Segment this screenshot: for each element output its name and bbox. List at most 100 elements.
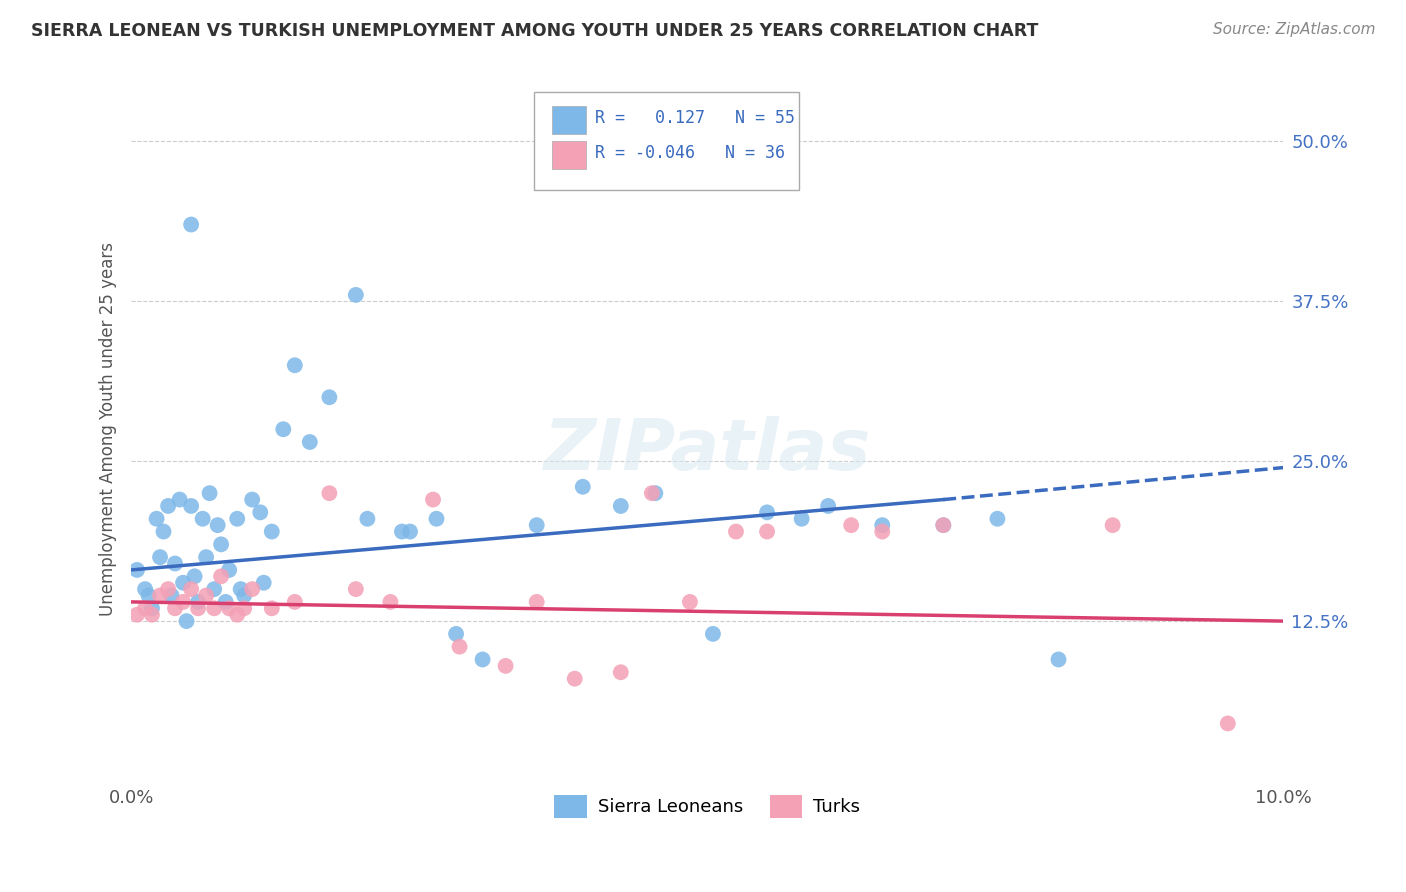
Point — [271, 422, 294, 436]
Point — [610, 665, 633, 680]
Point — [298, 435, 321, 450]
Point — [218, 601, 240, 615]
Point — [141, 601, 163, 615]
Point — [152, 524, 174, 539]
Point — [391, 524, 413, 539]
Point — [380, 595, 402, 609]
Text: ZIPatlas: ZIPatlas — [544, 416, 870, 485]
Point — [160, 589, 183, 603]
Text: Source: ZipAtlas.com: Source: ZipAtlas.com — [1212, 22, 1375, 37]
Point — [202, 601, 225, 615]
Point — [198, 486, 221, 500]
Point — [183, 569, 205, 583]
Point — [134, 582, 156, 596]
Point — [226, 607, 249, 622]
Point — [724, 524, 747, 539]
Point — [207, 518, 229, 533]
Point — [202, 582, 225, 596]
Point — [233, 589, 256, 603]
Point — [191, 512, 214, 526]
Point — [249, 505, 271, 519]
Point — [790, 512, 813, 526]
Point — [233, 601, 256, 615]
Point — [187, 601, 209, 615]
Point — [180, 499, 202, 513]
Point — [240, 582, 263, 596]
Point — [172, 595, 194, 609]
Point — [284, 595, 307, 609]
Point — [145, 512, 167, 526]
Text: R =   0.127   N = 55: R = 0.127 N = 55 — [596, 109, 796, 127]
Point — [169, 492, 191, 507]
Point — [163, 557, 186, 571]
Point — [422, 492, 444, 507]
Point — [344, 288, 367, 302]
Point — [176, 614, 198, 628]
Point — [756, 524, 779, 539]
Point — [187, 595, 209, 609]
Point — [240, 492, 263, 507]
Point — [644, 486, 666, 500]
FancyBboxPatch shape — [551, 141, 586, 169]
Point — [172, 575, 194, 590]
Point — [1216, 716, 1239, 731]
Point — [471, 652, 494, 666]
Point — [318, 390, 340, 404]
Point — [149, 589, 172, 603]
Point — [226, 512, 249, 526]
Point — [702, 627, 724, 641]
FancyBboxPatch shape — [534, 92, 800, 190]
Point — [260, 524, 283, 539]
Point — [571, 480, 593, 494]
Point — [138, 589, 160, 603]
Point — [932, 518, 955, 533]
Point — [253, 575, 276, 590]
Point — [141, 607, 163, 622]
Point — [356, 512, 378, 526]
Point — [344, 582, 367, 596]
Point — [157, 499, 180, 513]
Point — [195, 589, 218, 603]
Point — [134, 601, 156, 615]
Point — [444, 627, 467, 641]
Y-axis label: Unemployment Among Youth under 25 years: Unemployment Among Youth under 25 years — [100, 243, 117, 616]
Point — [870, 524, 893, 539]
Point — [932, 518, 955, 533]
Point — [526, 595, 548, 609]
Legend: Sierra Leoneans, Turks: Sierra Leoneans, Turks — [547, 789, 868, 825]
Point — [229, 582, 252, 596]
Point — [149, 550, 172, 565]
Point — [641, 486, 664, 500]
Point — [526, 518, 548, 533]
Point — [425, 512, 447, 526]
Point — [284, 358, 307, 372]
Point — [449, 640, 471, 654]
Point — [986, 512, 1008, 526]
Point — [180, 582, 202, 596]
Point — [817, 499, 839, 513]
Point — [260, 601, 283, 615]
Point — [495, 658, 517, 673]
Point — [215, 595, 238, 609]
Point — [180, 218, 202, 232]
Point — [399, 524, 422, 539]
Text: SIERRA LEONEAN VS TURKISH UNEMPLOYMENT AMONG YOUTH UNDER 25 YEARS CORRELATION CH: SIERRA LEONEAN VS TURKISH UNEMPLOYMENT A… — [31, 22, 1038, 40]
FancyBboxPatch shape — [551, 105, 586, 134]
Point — [209, 569, 232, 583]
Point — [318, 486, 340, 500]
Point — [157, 582, 180, 596]
Point — [125, 607, 148, 622]
Point — [1047, 652, 1070, 666]
Text: R = -0.046   N = 36: R = -0.046 N = 36 — [596, 144, 786, 161]
Point — [564, 672, 586, 686]
Point — [209, 537, 232, 551]
Point — [839, 518, 862, 533]
Point — [870, 518, 893, 533]
Point — [679, 595, 702, 609]
Point — [610, 499, 633, 513]
Point — [125, 563, 148, 577]
Point — [163, 601, 186, 615]
Point — [756, 505, 779, 519]
Point — [218, 563, 240, 577]
Point — [195, 550, 218, 565]
